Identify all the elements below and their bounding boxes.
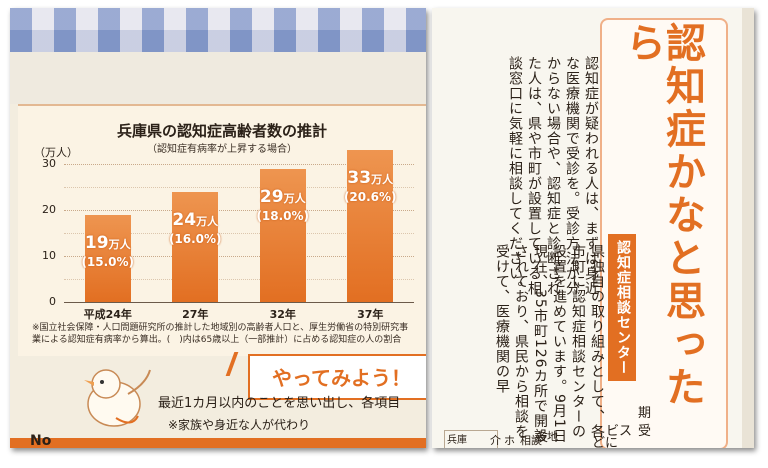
minor-gridline: [64, 279, 414, 280]
section-bar: [10, 438, 426, 448]
bar-value-number: 19: [84, 232, 109, 253]
callout-banner: やってみよう！: [248, 354, 426, 400]
bar-percent-label: (16.0%): [168, 231, 222, 246]
bar: [347, 150, 394, 302]
bar-percent-label: (20.6%): [343, 190, 397, 205]
bar-value-number: 33: [347, 168, 372, 189]
chart-subtitle: （認知症有病率が上昇する場合）: [147, 144, 297, 155]
y-axis-unit: （万人）: [34, 146, 78, 159]
bar: [172, 191, 219, 302]
gridline: [64, 256, 414, 257]
paper-margin: [10, 52, 426, 104]
y-tick-label: 20: [42, 203, 56, 216]
x-tick-label: 平成24年: [83, 308, 132, 321]
chart-footnote: ※国立社会保障・人口問題研究所の推計した地域別の高齢者人口と、厚生労働省の特別研…: [32, 323, 409, 345]
page-edge: [742, 8, 754, 448]
callout-line-2: ※家族や身近な人が代わり: [168, 418, 311, 432]
x-axis-line: [64, 302, 414, 303]
y-tick-label: 10: [42, 249, 56, 262]
bar: [84, 214, 131, 302]
bar-value-label: 29万人 (18.0%): [243, 187, 323, 223]
x-tick-label: 27年: [182, 308, 209, 321]
cut-text-6: 各地: [536, 430, 558, 443]
tablecloth-background: [10, 8, 426, 52]
left-page: 兵庫県の認知症高齢者数の推計 （認知症有病率が上昇する場合） （万人） 0 10 2…: [10, 8, 426, 448]
cut-text-8: ホ: [504, 434, 515, 447]
minor-gridline: [64, 187, 414, 188]
bar-value-number: 29: [259, 186, 284, 207]
bar-value-label: 33万人 (20.6%): [330, 168, 410, 204]
bar-percent-label: (18.0%): [256, 208, 310, 223]
cut-text-1: 期: [638, 406, 652, 421]
bar-value-unit: 万人: [196, 214, 219, 228]
bar-value-unit: 万人: [371, 173, 394, 187]
bar-value-unit: 万人: [283, 191, 306, 205]
cut-text-2: 受: [638, 424, 652, 439]
chart-title: 兵庫県の認知症高齢者数の推計: [116, 122, 327, 140]
cut-text-9: 介: [490, 434, 501, 447]
bar-value-unit: 万人: [108, 237, 131, 251]
y-tick-label: 0: [49, 295, 56, 308]
minor-gridline: [64, 233, 414, 234]
cut-text-7: 相談: [520, 434, 542, 447]
right-page: 認知症かなと思ったら 認知症が疑われる人は、まずは身近な医療機関で受診を。受診方…: [432, 8, 754, 448]
section-badge: 認知症相談センター: [608, 234, 636, 381]
callout-title: やってみよう！: [272, 366, 411, 390]
y-tick-label: 30: [42, 157, 56, 170]
article-title: 認知症かなと思ったら: [619, 22, 705, 409]
callout-line-1: 最近1カ月以内のことを思い出し、各項目: [158, 396, 401, 411]
gridline: [64, 164, 414, 165]
bar-value-number: 24: [172, 209, 197, 230]
cut-box: 兵庫: [444, 430, 498, 448]
bar-percent-label: (15.0%): [81, 254, 135, 269]
bar-value-label: 24万人 (16.0%): [155, 210, 235, 246]
article-body-2: 県独自の取り組みとして、各市町に認知症相談センターの設置を進めています。9月1日…: [494, 244, 605, 444]
bar: [259, 168, 306, 302]
cut-text-4: どに: [592, 436, 619, 448]
gridline: [64, 210, 414, 211]
bird-mascot-icon: [84, 369, 151, 427]
table-header-no: No: [30, 433, 52, 448]
cut-text-3: ビス: [606, 424, 633, 439]
chart-card: 兵庫県の認知症高齢者数の推計 （認知症有病率が上昇する場合） （万人） 0 10 2…: [18, 104, 426, 356]
x-tick-label: 37年: [357, 308, 384, 321]
bar-value-label: 19万人 (15.0%): [68, 233, 148, 269]
x-tick-label: 32年: [269, 308, 296, 321]
cut-text-5: 兵庫: [447, 435, 467, 446]
article-body-1: 認知症が疑われる人は、まずは身近な医療機関で受診を。受診方法が分からない場合や、…: [507, 56, 599, 296]
